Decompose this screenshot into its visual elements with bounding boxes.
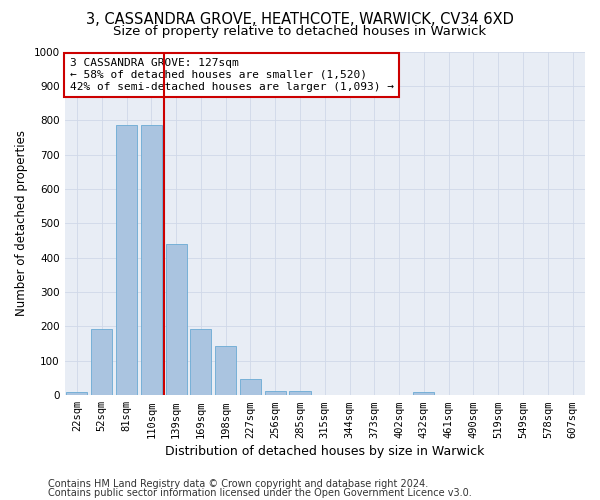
Bar xyxy=(67,392,88,395)
Text: Size of property relative to detached houses in Warwick: Size of property relative to detached ho… xyxy=(113,25,487,38)
Bar xyxy=(190,329,211,395)
Text: Contains HM Land Registry data © Crown copyright and database right 2024.: Contains HM Land Registry data © Crown c… xyxy=(48,479,428,489)
Text: Contains public sector information licensed under the Open Government Licence v3: Contains public sector information licen… xyxy=(48,488,472,498)
Bar xyxy=(141,126,162,395)
Text: 3 CASSANDRA GROVE: 127sqm
← 58% of detached houses are smaller (1,520)
42% of se: 3 CASSANDRA GROVE: 127sqm ← 58% of detac… xyxy=(70,58,394,92)
Bar xyxy=(240,379,261,395)
Bar xyxy=(166,244,187,395)
Text: 3, CASSANDRA GROVE, HEATHCOTE, WARWICK, CV34 6XD: 3, CASSANDRA GROVE, HEATHCOTE, WARWICK, … xyxy=(86,12,514,28)
Y-axis label: Number of detached properties: Number of detached properties xyxy=(15,130,28,316)
Bar xyxy=(116,126,137,395)
Bar xyxy=(265,391,286,395)
Bar xyxy=(91,329,112,395)
Bar xyxy=(413,392,434,395)
X-axis label: Distribution of detached houses by size in Warwick: Distribution of detached houses by size … xyxy=(165,444,484,458)
Bar xyxy=(289,391,311,395)
Bar xyxy=(215,346,236,395)
